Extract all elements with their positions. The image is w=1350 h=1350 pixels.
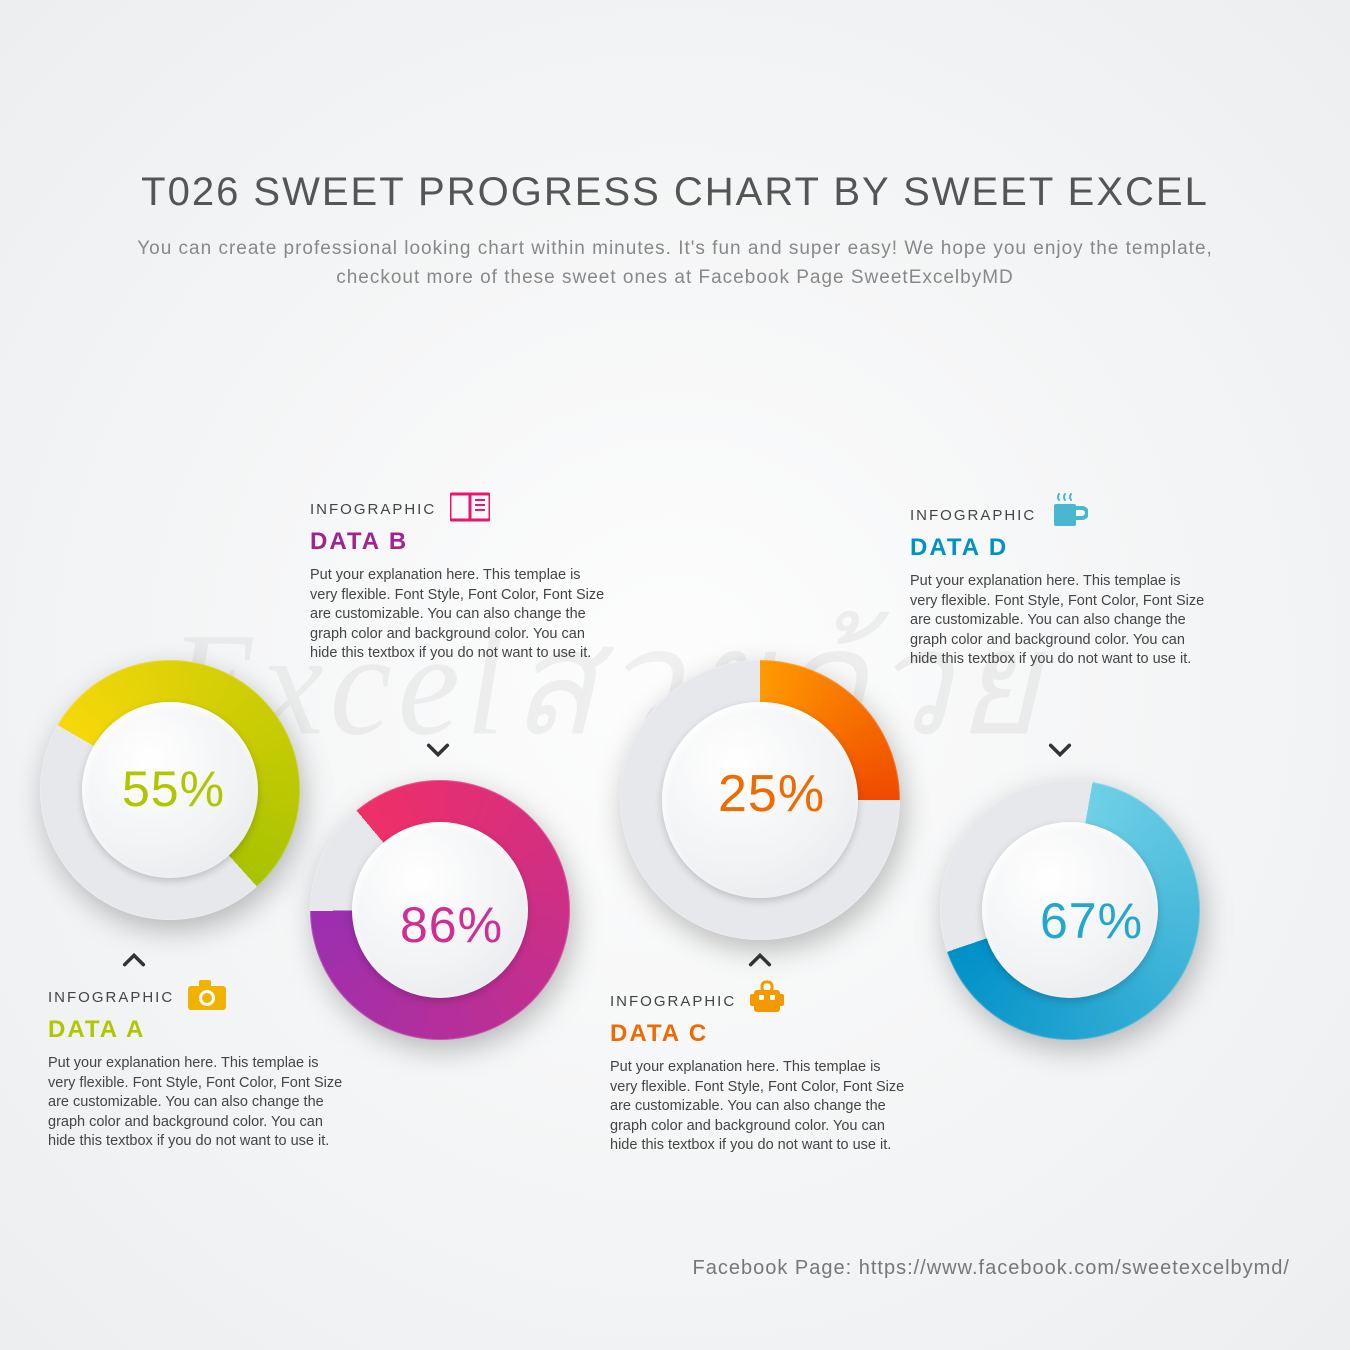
donut-chart-d: 67% [940, 780, 1200, 1040]
body-d: Put your explanation here. This templae … [910, 572, 1210, 670]
eyebrow-b: INFOGRAPHIC [310, 492, 610, 526]
percent-label-c: 25% [718, 764, 825, 824]
donut-chart-a: 55% [40, 660, 300, 920]
text-block-a: INFOGRAPHIC DATA A Put your explanation … [48, 980, 348, 1152]
camera-icon [188, 980, 226, 1014]
eyebrow-a: INFOGRAPHIC [48, 980, 348, 1014]
text-block-b: INFOGRAPHIC DATA B Put your explanation … [310, 492, 610, 664]
eyebrow-text-c: INFOGRAPHIC [610, 993, 736, 1010]
body-b: Put your explanation here. This templae … [310, 566, 610, 664]
percent-label-a: 55% [122, 760, 225, 818]
eyebrow-text-d: INFOGRAPHIC [910, 507, 1036, 524]
percent-label-d: 67% [1040, 892, 1143, 950]
heading-d: DATA D [910, 534, 1210, 562]
chevron-up-icon [120, 946, 148, 974]
eyebrow-text-a: INFOGRAPHIC [48, 989, 174, 1006]
percent-label-b: 86% [400, 896, 503, 954]
bag-icon [750, 980, 784, 1018]
body-a: Put your explanation here. This templae … [48, 1054, 348, 1152]
eyebrow-d: INFOGRAPHIC [910, 492, 1210, 532]
chevron-down-icon [1046, 736, 1074, 764]
heading-b: DATA B [310, 528, 610, 556]
eyebrow-c: INFOGRAPHIC [610, 980, 910, 1018]
eyebrow-text-b: INFOGRAPHIC [310, 501, 436, 518]
body-c: Put your explanation here. This templae … [610, 1058, 910, 1156]
chevron-up-icon [746, 946, 774, 974]
donut-chart-c: 25% [620, 660, 900, 940]
donut-chart-b: 86% [310, 780, 570, 1040]
footer-text: Facebook Page: https://www.facebook.com/… [693, 1257, 1291, 1280]
mug-icon [1050, 492, 1088, 532]
text-block-d: INFOGRAPHIC DATA D Put your explanation … [910, 492, 1210, 670]
chart-stage: 55% 86% 25% 67% INFOGRAPHIC [0, 0, 1350, 1350]
text-block-c: INFOGRAPHIC DATA C Put your explanation … [610, 980, 910, 1156]
chevron-down-icon [424, 736, 452, 764]
book-icon [450, 492, 490, 526]
heading-a: DATA A [48, 1016, 348, 1044]
heading-c: DATA C [610, 1020, 910, 1048]
